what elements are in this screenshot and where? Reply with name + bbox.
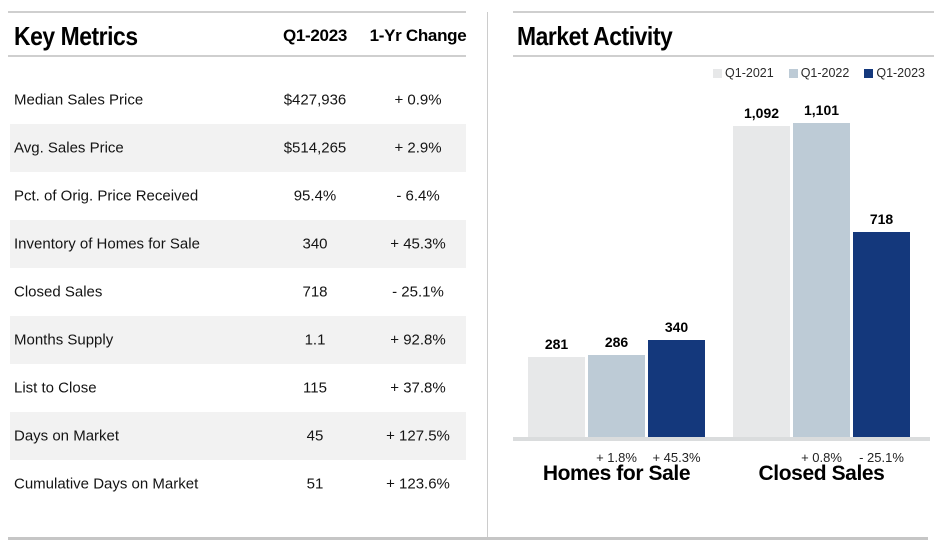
left-header-rule (8, 55, 466, 57)
legend-swatch-icon (788, 68, 798, 78)
bar-change-label: + 45.3% (652, 450, 701, 465)
metric-change: + 2.9% (394, 139, 442, 157)
bar-group-homes-for-sale: 281 286 + 1.8% 340 + 45.3% Homes for Sale (528, 92, 705, 485)
right-top-rule (513, 11, 934, 13)
bar-q1-2023-homes-for-sale: 340 + 45.3% (648, 319, 705, 465)
bottom-rule (8, 537, 928, 540)
table-row: Closed Sales 718 - 25.1% (10, 268, 466, 316)
table-row: Median Sales Price $427,936 + 0.9% (10, 76, 466, 124)
legend-item-q1-2021: Q1-2021 (713, 66, 774, 80)
metric-change: + 37.8% (390, 379, 446, 397)
legend-item-q1-2022: Q1-2022 (788, 66, 850, 80)
metric-change: + 92.8% (390, 331, 446, 349)
bar-q1-2022-homes-for-sale: 286 + 1.8% (588, 334, 645, 465)
table-row: Inventory of Homes for Sale 340 + 45.3% (10, 220, 466, 268)
metric-value: $427,936 (283, 91, 347, 109)
chart-legend: Q1-2021 Q1-2022 Q1-2023 (513, 64, 925, 82)
column-header-q1-2023: Q1-2023 (282, 26, 348, 45)
metric-change: + 45.3% (390, 235, 446, 253)
metric-value: 95.4% (293, 187, 337, 205)
metric-label: Cumulative Days on Market (14, 475, 199, 493)
bar-chart-plot-area: 281 286 + 1.8% 340 + 45.3% Homes for Sale 1,09… (513, 92, 930, 485)
table-row: Avg. Sales Price $514,265 + 2.9% (10, 124, 466, 172)
bar-change-label: + 0.8% (801, 450, 842, 465)
table-row: List to Close 115 + 37.8% (10, 364, 466, 412)
metric-change: + 0.9% (394, 91, 442, 109)
table-row: Pct. of Orig. Price Received 95.4% - 6.4… (10, 172, 466, 220)
legend-label: Q1-2021 (725, 66, 774, 80)
table-row: Cumulative Days on Market 51 + 123.6% (10, 460, 466, 508)
group-label-closed-sales: Closed Sales (758, 462, 885, 485)
metric-value: $514,265 (283, 139, 347, 157)
bar-value-label: 1,101 (803, 102, 840, 118)
metric-value: 45 (306, 427, 324, 445)
metric-label: Inventory of Homes for Sale (14, 235, 200, 253)
key-metrics-table: Median Sales Price $427,936 + 0.9% Avg. … (10, 76, 466, 508)
metric-change: + 127.5% (386, 427, 450, 445)
metric-value: 1.1 (304, 331, 326, 349)
metric-label: List to Close (14, 379, 97, 397)
bar-group-closed-sales: 1,092 1,101 + 0.8% 718 - 25.1% Closed Sales (733, 92, 910, 485)
metric-label: Median Sales Price (14, 91, 144, 109)
column-header-1yr-change: 1-Yr Change (369, 26, 467, 45)
legend-swatch-icon (713, 68, 723, 78)
legend-label: Q1-2023 (876, 66, 925, 80)
right-header-rule (513, 55, 934, 57)
metric-label: Avg. Sales Price (14, 139, 124, 157)
bar-value-label: 340 (664, 319, 689, 335)
legend-swatch-icon (864, 68, 874, 78)
metric-label: Closed Sales (14, 283, 103, 301)
bar-q1-2022-closed-sales: 1,101 + 0.8% (793, 102, 850, 465)
group-label-homes-for-sale: Homes for Sale (542, 462, 691, 485)
table-row: Days on Market 45 + 127.5% (10, 412, 466, 460)
metric-value: 340 (302, 235, 328, 253)
metric-value: 51 (306, 475, 324, 493)
metric-change: + 123.6% (386, 475, 450, 493)
key-metrics-title: Key Metrics (14, 21, 138, 51)
legend-item-q1-2023: Q1-2023 (864, 66, 925, 80)
metric-value: 115 (303, 379, 327, 397)
metric-label: Pct. of Orig. Price Received (14, 187, 199, 205)
metric-label: Days on Market (14, 427, 120, 445)
bar-q1-2021-homes-for-sale: 281 (528, 336, 585, 437)
table-row: Months Supply 1.1 + 92.8% (10, 316, 466, 364)
bar-value-label: 1,092 (743, 105, 780, 121)
market-activity-title: Market Activity (517, 21, 673, 51)
left-top-rule (8, 11, 466, 13)
bar-value-label: 281 (544, 336, 569, 352)
bar-q1-2023-closed-sales: 718 - 25.1% (853, 211, 910, 465)
bar-change-label: - 25.1% (859, 450, 904, 465)
key-metrics-header: Q1-2023 1-Yr Change (10, 0, 467, 55)
metric-value: 718 (302, 283, 328, 301)
metric-change: - 6.4% (396, 187, 440, 205)
metric-label: Months Supply (14, 331, 114, 349)
bar-value-label: 718 (869, 211, 894, 227)
bar-q1-2021-closed-sales: 1,092 (733, 105, 790, 437)
vertical-divider (487, 12, 488, 537)
metric-change: - 25.1% (392, 283, 444, 301)
bar-change-label: + 1.8% (596, 450, 637, 465)
x-axis-baseline (513, 437, 930, 441)
bar-value-label: 286 (604, 334, 629, 350)
legend-label: Q1-2022 (800, 66, 850, 80)
